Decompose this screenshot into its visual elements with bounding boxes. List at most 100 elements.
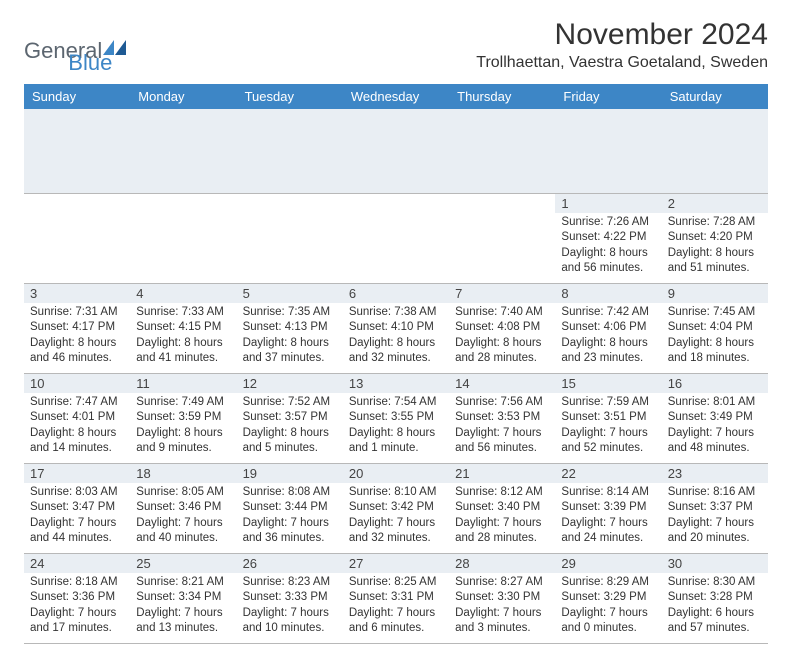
day-details: Sunrise: 7:54 AMSunset: 3:55 PMDaylight:… — [349, 395, 443, 457]
calendar-cell: 8Sunrise: 7:42 AMSunset: 4:06 PMDaylight… — [555, 283, 661, 373]
day-details: Sunrise: 7:52 AMSunset: 3:57 PMDaylight:… — [243, 395, 337, 457]
spacer-row — [24, 109, 768, 193]
day-header: Friday — [555, 84, 661, 109]
calendar-cell — [449, 193, 555, 283]
calendar-cell: 25 Sunrise: 8:21 AMSunset: 3:34 PMDayligh… — [130, 553, 236, 643]
day-header: Thursday — [449, 84, 555, 109]
calendar-week-row: 24Sunrise: 8:18 AMSunset: 3:36 PMDayligh… — [24, 553, 768, 643]
calendar-cell: 30 Sunrise: 8:30 AMSunset: 3:28 PMDayligh… — [662, 553, 768, 643]
day-number: 25 — [130, 554, 236, 573]
calendar-cell: 6Sunrise: 7:38 AMSunset: 4:10 PMDaylight… — [343, 283, 449, 373]
day-header: Tuesday — [237, 84, 343, 109]
day-details: Sunrise: 7:31 AMSunset: 4:17 PMDaylight:… — [30, 305, 124, 367]
calendar-cell: 29 Sunrise: 8:29 AMSunset: 3:29 PMDayligh… — [555, 553, 661, 643]
day-details: Sunrise: 7:28 AMSunset: 4:20 PMDaylight:… — [668, 215, 762, 277]
day-number: 4 — [130, 284, 236, 303]
day-details: Sunrise: 8:05 AMSunset: 3:46 PMDaylight:… — [136, 485, 230, 547]
calendar-page: General Blue November 2024 Trollhaettan,… — [0, 0, 792, 656]
day-number: 29 — [555, 554, 661, 573]
calendar-cell: 13 Sunrise: 7:54 AMSunset: 3:55 PMDayligh… — [343, 373, 449, 463]
day-details: Sunrise: 7:35 AMSunset: 4:13 PMDaylight:… — [243, 305, 337, 367]
day-details: Sunrise: 7:33 AMSunset: 4:15 PMDaylight:… — [136, 305, 230, 367]
day-number: 24 — [24, 554, 130, 573]
day-header: Monday — [130, 84, 236, 109]
calendar-cell: 9Sunrise: 7:45 AMSunset: 4:04 PMDaylight… — [662, 283, 768, 373]
day-number: 6 — [343, 284, 449, 303]
day-number: 2 — [662, 194, 768, 213]
calendar-week-row: 1 Sunrise: 7:26 AMSunset: 4:22 PMDaylight… — [24, 193, 768, 283]
day-details: Sunrise: 8:12 AMSunset: 3:40 PMDaylight:… — [455, 485, 549, 547]
day-number: 16 — [662, 374, 768, 393]
day-details: Sunrise: 7:56 AMSunset: 3:53 PMDaylight:… — [455, 395, 549, 457]
day-details: Sunrise: 8:14 AMSunset: 3:39 PMDaylight:… — [561, 485, 655, 547]
calendar-cell — [343, 193, 449, 283]
day-details: Sunrise: 7:49 AMSunset: 3:59 PMDaylight:… — [136, 395, 230, 457]
header: General Blue November 2024 Trollhaettan,… — [24, 18, 768, 76]
day-number: 1 — [555, 194, 661, 213]
day-details: Sunrise: 8:27 AMSunset: 3:30 PMDaylight:… — [455, 575, 549, 637]
calendar-cell: 10Sunrise: 7:47 AMSunset: 4:01 PMDayligh… — [24, 373, 130, 463]
day-details: Sunrise: 8:23 AMSunset: 3:33 PMDaylight:… — [243, 575, 337, 637]
calendar-cell: 11 Sunrise: 7:49 AMSunset: 3:59 PMDayligh… — [130, 373, 236, 463]
day-number: 15 — [555, 374, 661, 393]
calendar-cell: 28 Sunrise: 8:27 AMSunset: 3:30 PMDayligh… — [449, 553, 555, 643]
calendar-cell: 5 Sunrise: 7:35 AMSunset: 4:13 PMDaylight… — [237, 283, 343, 373]
day-details: Sunrise: 8:21 AMSunset: 3:34 PMDaylight:… — [136, 575, 230, 637]
month-title: November 2024 — [476, 18, 768, 52]
calendar-cell: 4 Sunrise: 7:33 AMSunset: 4:15 PMDaylight… — [130, 283, 236, 373]
calendar-cell: 14 Sunrise: 7:56 AMSunset: 3:53 PMDayligh… — [449, 373, 555, 463]
calendar-cell — [237, 193, 343, 283]
calendar-cell: 18 Sunrise: 8:05 AMSunset: 3:46 PMDayligh… — [130, 463, 236, 553]
day-number: 22 — [555, 464, 661, 483]
calendar-cell: 20Sunrise: 8:10 AMSunset: 3:42 PMDayligh… — [343, 463, 449, 553]
calendar-table: SundayMondayTuesdayWednesdayThursdayFrid… — [24, 84, 768, 644]
day-header: Wednesday — [343, 84, 449, 109]
calendar-cell: 16 Sunrise: 8:01 AMSunset: 3:49 PMDayligh… — [662, 373, 768, 463]
calendar-cell: 22 Sunrise: 8:14 AMSunset: 3:39 PMDayligh… — [555, 463, 661, 553]
day-number: 5 — [237, 284, 343, 303]
day-number: 18 — [130, 464, 236, 483]
calendar-cell — [24, 193, 130, 283]
day-details: Sunrise: 7:59 AMSunset: 3:51 PMDaylight:… — [561, 395, 655, 457]
day-details: Sunrise: 7:26 AMSunset: 4:22 PMDaylight:… — [561, 215, 655, 277]
day-number: 14 — [449, 374, 555, 393]
day-number: 28 — [449, 554, 555, 573]
day-number: 27 — [343, 554, 449, 573]
calendar-cell: 24Sunrise: 8:18 AMSunset: 3:36 PMDayligh… — [24, 553, 130, 643]
calendar-cell: 15 Sunrise: 7:59 AMSunset: 3:51 PMDayligh… — [555, 373, 661, 463]
day-number: 13 — [343, 374, 449, 393]
calendar-cell: 3 Sunrise: 7:31 AMSunset: 4:17 PMDaylight… — [24, 283, 130, 373]
brand-logo: General Blue — [24, 18, 112, 76]
day-details: Sunrise: 8:10 AMSunset: 3:42 PMDaylight:… — [349, 485, 443, 547]
day-details: Sunrise: 8:29 AMSunset: 3:29 PMDaylight:… — [561, 575, 655, 637]
day-details: Sunrise: 7:45 AMSunset: 4:04 PMDaylight:… — [668, 305, 762, 367]
day-number: 17 — [24, 464, 130, 483]
day-header-row: SundayMondayTuesdayWednesdayThursdayFrid… — [24, 84, 768, 109]
calendar-cell: 23Sunrise: 8:16 AMSunset: 3:37 PMDayligh… — [662, 463, 768, 553]
calendar-cell: 12Sunrise: 7:52 AMSunset: 3:57 PMDayligh… — [237, 373, 343, 463]
day-details: Sunrise: 7:40 AMSunset: 4:08 PMDaylight:… — [455, 305, 549, 367]
day-number: 11 — [130, 374, 236, 393]
day-number: 30 — [662, 554, 768, 573]
day-number: 26 — [237, 554, 343, 573]
day-details: Sunrise: 8:01 AMSunset: 3:49 PMDaylight:… — [668, 395, 762, 457]
calendar-cell: 26 Sunrise: 8:23 AMSunset: 3:33 PMDayligh… — [237, 553, 343, 643]
day-details: Sunrise: 8:25 AMSunset: 3:31 PMDaylight:… — [349, 575, 443, 637]
calendar-cell: 21 Sunrise: 8:12 AMSunset: 3:40 PMDayligh… — [449, 463, 555, 553]
calendar-cell — [130, 193, 236, 283]
day-header: Sunday — [24, 84, 130, 109]
calendar-body: 1 Sunrise: 7:26 AMSunset: 4:22 PMDaylight… — [24, 109, 768, 643]
calendar-cell: 17Sunrise: 8:03 AMSunset: 3:47 PMDayligh… — [24, 463, 130, 553]
day-number: 7 — [449, 284, 555, 303]
calendar-week-row: 10Sunrise: 7:47 AMSunset: 4:01 PMDayligh… — [24, 373, 768, 463]
day-number: 21 — [449, 464, 555, 483]
day-details: Sunrise: 7:47 AMSunset: 4:01 PMDaylight:… — [30, 395, 124, 457]
calendar-cell: 1 Sunrise: 7:26 AMSunset: 4:22 PMDaylight… — [555, 193, 661, 283]
day-details: Sunrise: 8:16 AMSunset: 3:37 PMDaylight:… — [668, 485, 762, 547]
calendar-cell: 19Sunrise: 8:08 AMSunset: 3:44 PMDayligh… — [237, 463, 343, 553]
day-details: Sunrise: 8:30 AMSunset: 3:28 PMDaylight:… — [668, 575, 762, 637]
day-number: 19 — [237, 464, 343, 483]
day-number: 3 — [24, 284, 130, 303]
calendar-week-row: 3 Sunrise: 7:31 AMSunset: 4:17 PMDaylight… — [24, 283, 768, 373]
calendar-cell: 7 Sunrise: 7:40 AMSunset: 4:08 PMDaylight… — [449, 283, 555, 373]
